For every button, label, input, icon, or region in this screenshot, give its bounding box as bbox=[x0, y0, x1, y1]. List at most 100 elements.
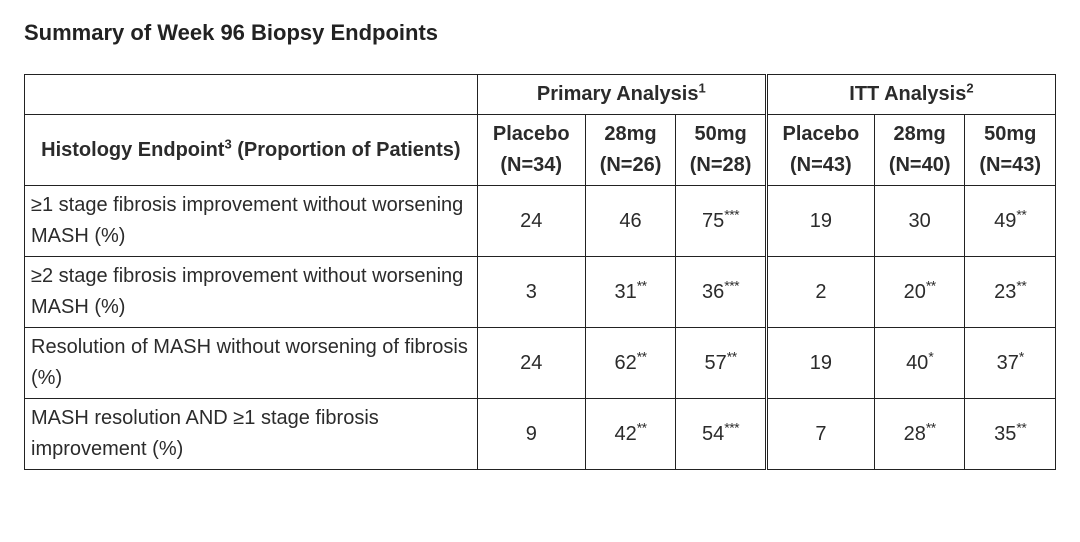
col-itt-50mg: 50mg (N=43) bbox=[965, 115, 1056, 186]
significance-marker: ** bbox=[926, 277, 936, 293]
header-primary-analysis: Primary Analysis1 bbox=[477, 75, 766, 115]
endpoint-label: Resolution of MASH without worsening of … bbox=[25, 328, 478, 399]
table-row: Resolution of MASH without worsening of … bbox=[25, 328, 1056, 399]
value-cell: 24 bbox=[477, 186, 585, 257]
cell-value: 20 bbox=[904, 281, 926, 303]
col-n: (N=34) bbox=[500, 154, 562, 176]
col-n: (N=28) bbox=[690, 154, 752, 176]
value-cell: 24 bbox=[477, 328, 585, 399]
value-cell: 19 bbox=[766, 186, 874, 257]
value-cell: 42** bbox=[585, 399, 676, 470]
col-itt-28mg: 28mg (N=40) bbox=[874, 115, 965, 186]
header-blank bbox=[25, 75, 478, 115]
significance-marker: * bbox=[1019, 348, 1024, 364]
value-cell: 40* bbox=[874, 328, 965, 399]
cell-value: 49 bbox=[994, 210, 1016, 232]
row-header-sup: 3 bbox=[224, 136, 231, 151]
significance-marker: ** bbox=[637, 348, 647, 364]
cell-value: 62 bbox=[614, 352, 636, 374]
significance-marker: ** bbox=[637, 419, 647, 435]
cell-value: 2 bbox=[815, 281, 826, 303]
value-cell: 37* bbox=[965, 328, 1056, 399]
cell-value: 46 bbox=[619, 210, 641, 232]
cell-value: 75 bbox=[702, 210, 724, 232]
cell-value: 24 bbox=[520, 352, 542, 374]
row-header-label: Histology Endpoint3 (Proportion of Patie… bbox=[25, 115, 478, 186]
header-itt-analysis: ITT Analysis2 bbox=[766, 75, 1055, 115]
table-body: ≥1 stage fibrosis improvement without wo… bbox=[25, 186, 1056, 470]
col-primary-placebo: Placebo (N=34) bbox=[477, 115, 585, 186]
cell-value: 35 bbox=[994, 423, 1016, 445]
header-itt-label: ITT Analysis bbox=[849, 83, 966, 105]
value-cell: 46 bbox=[585, 186, 676, 257]
value-cell: 36*** bbox=[676, 257, 767, 328]
value-cell: 7 bbox=[766, 399, 874, 470]
significance-marker: *** bbox=[724, 419, 739, 435]
endpoint-label: MASH resolution AND ≥1 stage fibrosis im… bbox=[25, 399, 478, 470]
value-cell: 3 bbox=[477, 257, 585, 328]
header-itt-sup: 2 bbox=[966, 80, 973, 95]
col-label: Placebo bbox=[493, 123, 570, 145]
cell-value: 40 bbox=[906, 352, 928, 374]
significance-marker: *** bbox=[724, 277, 739, 293]
value-cell: 75*** bbox=[676, 186, 767, 257]
table-row: MASH resolution AND ≥1 stage fibrosis im… bbox=[25, 399, 1056, 470]
value-cell: 30 bbox=[874, 186, 965, 257]
table-row: ≥1 stage fibrosis improvement without wo… bbox=[25, 186, 1056, 257]
col-n: (N=43) bbox=[979, 154, 1041, 176]
cell-value: 19 bbox=[810, 352, 832, 374]
header-primary-sup: 1 bbox=[698, 80, 705, 95]
significance-marker: ** bbox=[1016, 419, 1026, 435]
col-label: 50mg bbox=[984, 123, 1036, 145]
value-cell: 2 bbox=[766, 257, 874, 328]
significance-marker: ** bbox=[926, 419, 936, 435]
value-cell: 31** bbox=[585, 257, 676, 328]
cell-value: 36 bbox=[702, 281, 724, 303]
header-primary-label: Primary Analysis bbox=[537, 83, 699, 105]
significance-marker: *** bbox=[724, 206, 739, 222]
significance-marker: * bbox=[928, 348, 933, 364]
cell-value: 28 bbox=[904, 423, 926, 445]
page-title: Summary of Week 96 Biopsy Endpoints bbox=[24, 20, 1056, 46]
significance-marker: ** bbox=[727, 348, 737, 364]
col-n: (N=40) bbox=[889, 154, 951, 176]
cell-value: 31 bbox=[614, 281, 636, 303]
endpoint-label: ≥2 stage fibrosis improvement without wo… bbox=[25, 257, 478, 328]
col-itt-placebo: Placebo (N=43) bbox=[766, 115, 874, 186]
value-cell: 62** bbox=[585, 328, 676, 399]
cell-value: 54 bbox=[702, 423, 724, 445]
cell-value: 30 bbox=[909, 210, 931, 232]
value-cell: 23** bbox=[965, 257, 1056, 328]
col-primary-50mg: 50mg (N=28) bbox=[676, 115, 767, 186]
cell-value: 42 bbox=[614, 423, 636, 445]
significance-marker: ** bbox=[637, 277, 647, 293]
cell-value: 23 bbox=[994, 281, 1016, 303]
cell-value: 24 bbox=[520, 210, 542, 232]
significance-marker: ** bbox=[1016, 277, 1026, 293]
cell-value: 7 bbox=[815, 423, 826, 445]
significance-marker: ** bbox=[1016, 206, 1026, 222]
value-cell: 20** bbox=[874, 257, 965, 328]
cell-value: 57 bbox=[705, 352, 727, 374]
col-primary-28mg: 28mg (N=26) bbox=[585, 115, 676, 186]
col-label: 28mg bbox=[604, 123, 656, 145]
value-cell: 54*** bbox=[676, 399, 767, 470]
value-cell: 57** bbox=[676, 328, 767, 399]
biopsy-endpoints-table: Primary Analysis1 ITT Analysis2 Histolog… bbox=[24, 74, 1056, 470]
cell-value: 19 bbox=[810, 210, 832, 232]
col-label: Placebo bbox=[783, 123, 860, 145]
col-n: (N=43) bbox=[790, 154, 852, 176]
col-label: 50mg bbox=[694, 123, 746, 145]
row-header-tail: (Proportion of Patients) bbox=[232, 139, 461, 161]
endpoint-label: ≥1 stage fibrosis improvement without wo… bbox=[25, 186, 478, 257]
table-row: ≥2 stage fibrosis improvement without wo… bbox=[25, 257, 1056, 328]
col-n: (N=26) bbox=[600, 154, 662, 176]
value-cell: 28** bbox=[874, 399, 965, 470]
value-cell: 9 bbox=[477, 399, 585, 470]
col-label: 28mg bbox=[894, 123, 946, 145]
row-header-text: Histology Endpoint bbox=[41, 139, 224, 161]
cell-value: 9 bbox=[526, 423, 537, 445]
value-cell: 35** bbox=[965, 399, 1056, 470]
cell-value: 37 bbox=[997, 352, 1019, 374]
cell-value: 3 bbox=[526, 281, 537, 303]
